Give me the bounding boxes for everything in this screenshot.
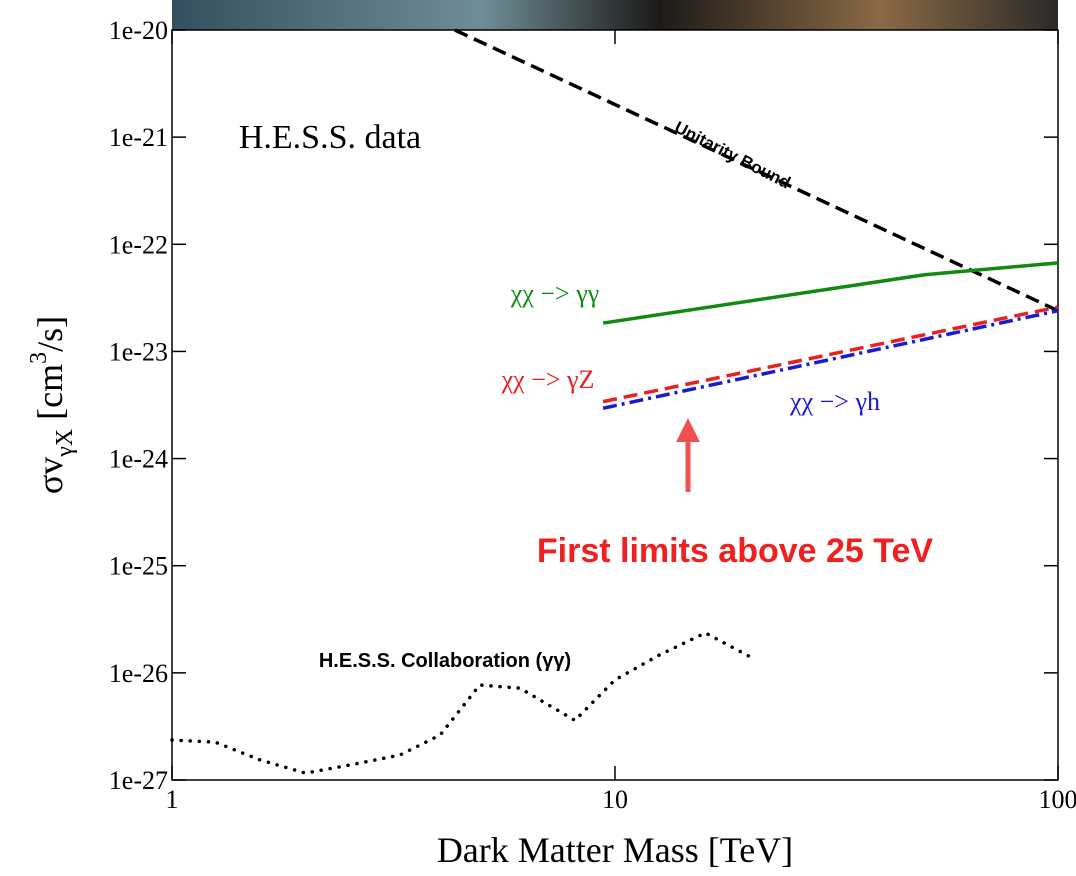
y-tick-label: 1e-27 — [109, 766, 168, 795]
y-tick-label: 1e-24 — [109, 445, 168, 474]
arrow — [676, 418, 700, 492]
series-label: Unitarity Bound — [671, 118, 793, 193]
x-tick-label: 10 — [602, 785, 628, 814]
series-label: H.E.S.S. Collaboration (γγ) — [319, 650, 571, 672]
series-label: χχ −> γZ — [501, 365, 595, 394]
y-label-sup: 3 — [26, 352, 52, 364]
annotation: First limits above 25 TeV — [537, 532, 934, 570]
series-label: χχ −> γh — [789, 387, 880, 416]
y-label-unit: [cm — [30, 364, 70, 429]
y-tick-label: 1e-23 — [109, 337, 168, 366]
y-tick-label: 1e-21 — [109, 123, 168, 152]
x-tick-label: 100 — [1039, 785, 1076, 814]
y-label-unit-end: /s] — [30, 316, 70, 352]
x-axis-label: Dark Matter Mass [TeV] — [437, 830, 793, 870]
chart-title: H.E.S.S. data — [239, 119, 421, 156]
y-label-main: σv — [30, 457, 70, 494]
banner-image — [172, 0, 1058, 30]
y-tick-label: 1e-20 — [109, 16, 168, 45]
y-tick-label: 1e-25 — [109, 552, 168, 581]
series-line — [603, 263, 1058, 323]
y-label-sub: γX — [52, 429, 78, 458]
x-tick-label: 1 — [166, 785, 179, 814]
y-axis-label: σvγX [cm3/s] — [26, 316, 78, 494]
y-tick-label: 1e-26 — [109, 659, 168, 688]
series-label: χχ −> γγ — [510, 279, 599, 308]
y-tick-label: 1e-22 — [109, 230, 168, 259]
